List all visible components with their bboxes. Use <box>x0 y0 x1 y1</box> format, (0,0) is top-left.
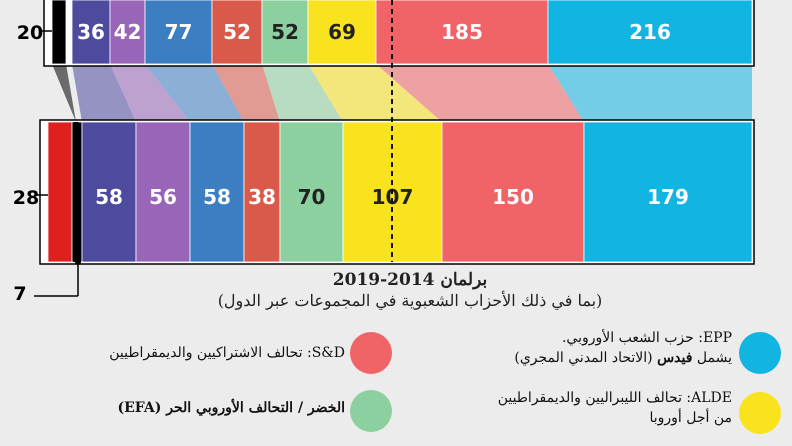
bar-top-label-efd: 42 <box>114 20 142 44</box>
connector-6 <box>308 64 442 122</box>
connector-2 <box>110 64 190 122</box>
bar-bottom-label-ni: 7 <box>13 283 26 305</box>
legend-epp-line2: يشمل فيدس (الاتحاد المدني المجري) <box>514 348 732 368</box>
bar-top-label-ni: 20 <box>17 22 43 44</box>
connector-0 <box>52 64 76 122</box>
connector-3 <box>145 64 244 122</box>
chart-note: (بما في ذلك الأحزاب الشعبوية في المجموعا… <box>217 291 603 310</box>
legend-dot-alde <box>739 392 781 434</box>
legend-label-sd: S&D: تحالف الاشتراكيين والديمقراطيين <box>109 343 345 363</box>
bar-bottom-segment-ecr <box>243 121 281 263</box>
bar-top-segment-epp <box>547 0 753 65</box>
legend-label-epp: EPP: حزب الشعب الأوروبي. يشمل فيدس (الات… <box>514 328 732 368</box>
bar-top-segment-sd <box>375 0 549 65</box>
legend-greens-line1: الخضر / التحالف الأوروبي الحر (EFA) <box>117 400 345 416</box>
legend-label-greens: الخضر / التحالف الأوروبي الحر (EFA) <box>117 398 345 418</box>
bar-bottom-segment-gue <box>189 121 245 263</box>
connector-1 <box>72 64 136 122</box>
chart-annotations: 7 <box>13 0 393 305</box>
legend-alde-line2: من أجل أوروبا <box>649 410 732 426</box>
bar-top-segment-gue <box>144 0 213 65</box>
bar-bottom-label-greensefa: 70 <box>298 185 326 209</box>
bar-bottom-label-ecr: 38 <box>248 185 276 209</box>
legend-label-alde: ALDE: تحالف الليبراليين والديمقراطيين من… <box>498 388 732 428</box>
chart-title: برلمان 2014-2019 <box>332 270 488 290</box>
connector-8 <box>548 64 752 122</box>
legend-epp-suffix: (الاتحاد المدني المجري) <box>514 350 658 366</box>
bar-bottom-label-sd: 150 <box>492 185 534 209</box>
bar-connectors <box>52 64 752 122</box>
bar-bottom-segment-efd <box>135 121 191 263</box>
bar-top-label-gue: 77 <box>165 20 193 44</box>
legend-epp-line1: EPP: حزب الشعب الأوروبي. <box>561 330 732 346</box>
bar-bottom-label-efd: 56 <box>149 185 177 209</box>
bar-bottom-label-red: 28 <box>13 187 39 209</box>
bar-bottom-label-epp: 179 <box>647 185 689 209</box>
bar-bottom-segment-greensefa <box>279 121 344 263</box>
bar-top-segment-ni <box>51 0 67 65</box>
connector-5 <box>262 64 343 122</box>
bar-top-label-sd: 185 <box>441 20 483 44</box>
bar-top-label-ecr: 52 <box>223 20 251 44</box>
chart-subtitle-block: برلمان 2014-2019 (بما في ذلك الأحزاب الش… <box>150 270 670 310</box>
connector-4 <box>212 64 280 122</box>
bar-top: 36 42 77 52 52 69 185 216 20 <box>17 0 755 67</box>
bar-top-label-alde: 69 <box>328 20 356 44</box>
bar-bottom-segment-sd <box>441 121 585 263</box>
legend-epp-bold: فيدس <box>657 350 693 366</box>
bar-top-label-greensefa: 52 <box>271 20 299 44</box>
bar-bottom-segment-red <box>47 121 73 263</box>
bar-bottom-segment-epp <box>583 121 753 263</box>
bar-bottom: 58 56 58 38 70 107 150 179 28 <box>13 119 755 265</box>
bar-bottom-label-alde: 107 <box>372 185 414 209</box>
legend-dot-greens <box>350 390 392 432</box>
bar-bottom-segment-enf <box>81 121 137 263</box>
bar-bottom-label-enf: 58 <box>95 185 123 209</box>
bar-top-segment-ecr <box>211 0 263 65</box>
legend-epp-prefix: يشمل <box>692 350 732 366</box>
bar-top-label-enf: 36 <box>77 20 105 44</box>
legend-dot-epp <box>739 332 781 374</box>
legend-sd-line1: S&D: تحالف الاشتراكيين والديمقراطيين <box>109 345 345 361</box>
bar-top-label-epp: 216 <box>629 20 671 44</box>
legend-dot-sd <box>350 332 392 374</box>
legend-alde-line1: ALDE: تحالف الليبراليين والديمقراطيين <box>497 390 732 406</box>
bar-bottom-ni-dot <box>75 259 81 265</box>
bar-bottom-label-gue: 58 <box>203 185 231 209</box>
bar-top-segment-enf <box>71 0 111 65</box>
connector-7 <box>376 64 584 122</box>
